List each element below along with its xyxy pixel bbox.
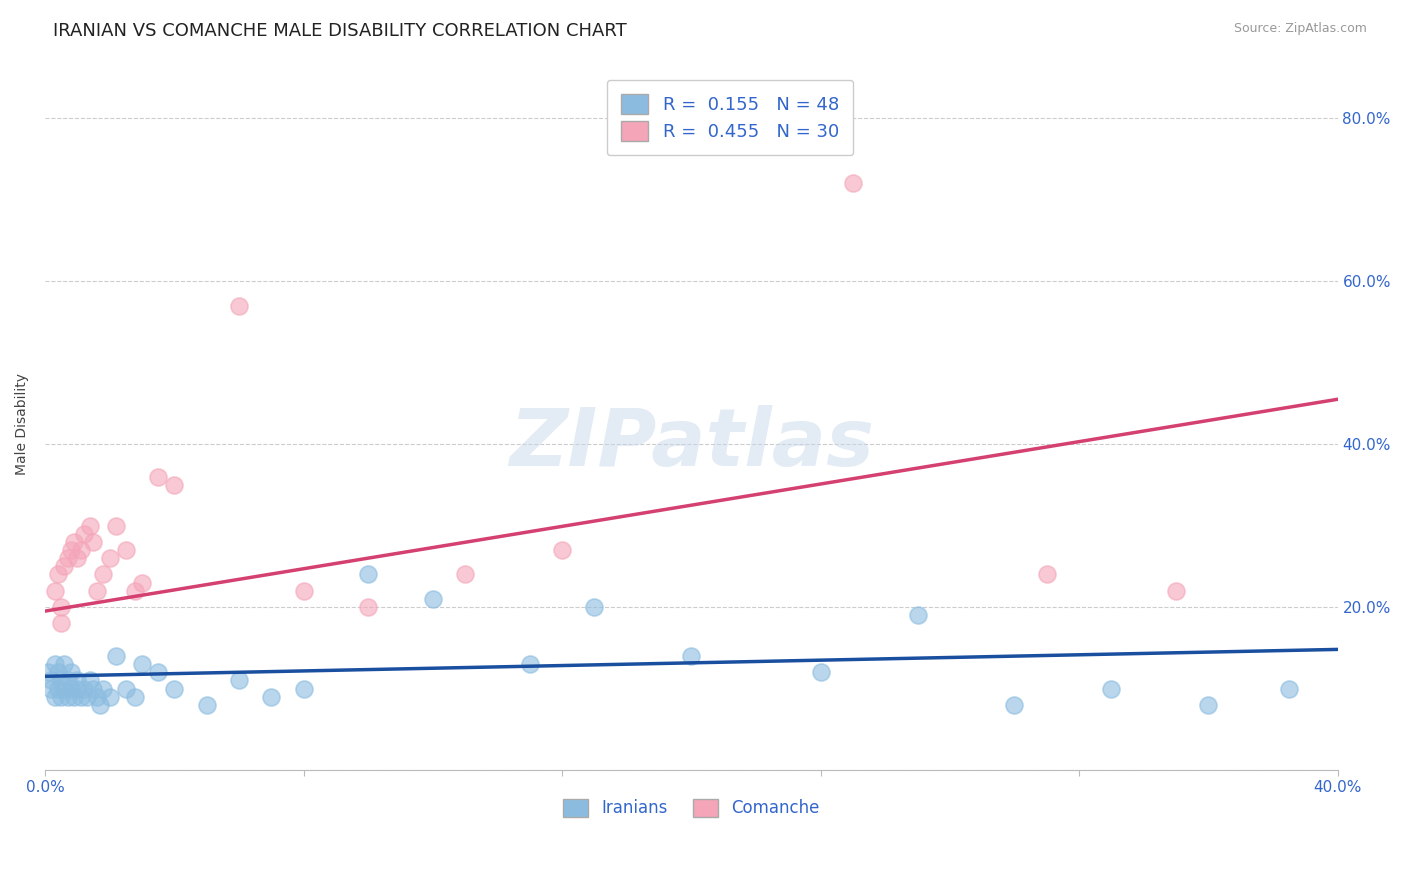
- Point: [105, 648, 128, 663]
- Point: [56, 551, 79, 566]
- Point: [260, 690, 283, 704]
- Point: [66, 551, 89, 566]
- Point: [551, 543, 574, 558]
- Point: [422, 591, 444, 606]
- Point: [292, 583, 315, 598]
- Point: [842, 177, 865, 191]
- Point: [1278, 681, 1301, 696]
- Point: [163, 681, 186, 696]
- Point: [124, 690, 146, 704]
- Point: [681, 648, 703, 663]
- Text: IRANIAN VS COMANCHE MALE DISABILITY CORRELATION CHART: IRANIAN VS COMANCHE MALE DISABILITY CORR…: [53, 22, 627, 40]
- Point: [810, 665, 832, 680]
- Point: [66, 681, 89, 696]
- Point: [46, 567, 69, 582]
- Point: [89, 698, 111, 712]
- Point: [1004, 698, 1026, 712]
- Point: [49, 690, 72, 704]
- Point: [105, 518, 128, 533]
- Point: [56, 690, 79, 704]
- Point: [1197, 698, 1219, 712]
- Point: [79, 673, 101, 688]
- Point: [49, 600, 72, 615]
- Point: [91, 681, 114, 696]
- Point: [907, 608, 929, 623]
- Point: [59, 543, 82, 558]
- Point: [44, 583, 66, 598]
- Point: [131, 657, 153, 671]
- Point: [53, 657, 76, 671]
- Point: [1036, 567, 1059, 582]
- Point: [59, 665, 82, 680]
- Point: [114, 681, 136, 696]
- Point: [69, 543, 91, 558]
- Point: [1099, 681, 1122, 696]
- Legend: Iranians, Comanche: Iranians, Comanche: [557, 792, 827, 824]
- Point: [73, 526, 96, 541]
- Point: [63, 690, 86, 704]
- Point: [163, 478, 186, 492]
- Point: [519, 657, 541, 671]
- Text: Source: ZipAtlas.com: Source: ZipAtlas.com: [1233, 22, 1367, 36]
- Y-axis label: Male Disability: Male Disability: [15, 373, 30, 475]
- Point: [41, 681, 63, 696]
- Point: [59, 681, 82, 696]
- Point: [195, 698, 218, 712]
- Point: [82, 681, 104, 696]
- Point: [46, 665, 69, 680]
- Point: [114, 543, 136, 558]
- Point: [46, 681, 69, 696]
- Point: [66, 673, 89, 688]
- Point: [37, 665, 59, 680]
- Point: [49, 673, 72, 688]
- Point: [82, 534, 104, 549]
- Point: [228, 673, 250, 688]
- Point: [63, 534, 86, 549]
- Point: [76, 690, 98, 704]
- Point: [86, 690, 108, 704]
- Point: [146, 469, 169, 483]
- Point: [98, 551, 121, 566]
- Point: [41, 673, 63, 688]
- Point: [49, 616, 72, 631]
- Point: [44, 690, 66, 704]
- Point: [44, 657, 66, 671]
- Point: [73, 681, 96, 696]
- Point: [146, 665, 169, 680]
- Point: [454, 567, 477, 582]
- Point: [292, 681, 315, 696]
- Point: [79, 518, 101, 533]
- Point: [583, 600, 606, 615]
- Point: [91, 567, 114, 582]
- Point: [131, 575, 153, 590]
- Point: [228, 299, 250, 313]
- Text: ZIPatlas: ZIPatlas: [509, 406, 873, 483]
- Point: [86, 583, 108, 598]
- Point: [1164, 583, 1187, 598]
- Point: [56, 673, 79, 688]
- Point: [357, 567, 380, 582]
- Point: [69, 690, 91, 704]
- Point: [53, 559, 76, 574]
- Point: [124, 583, 146, 598]
- Point: [53, 681, 76, 696]
- Point: [357, 600, 380, 615]
- Point: [98, 690, 121, 704]
